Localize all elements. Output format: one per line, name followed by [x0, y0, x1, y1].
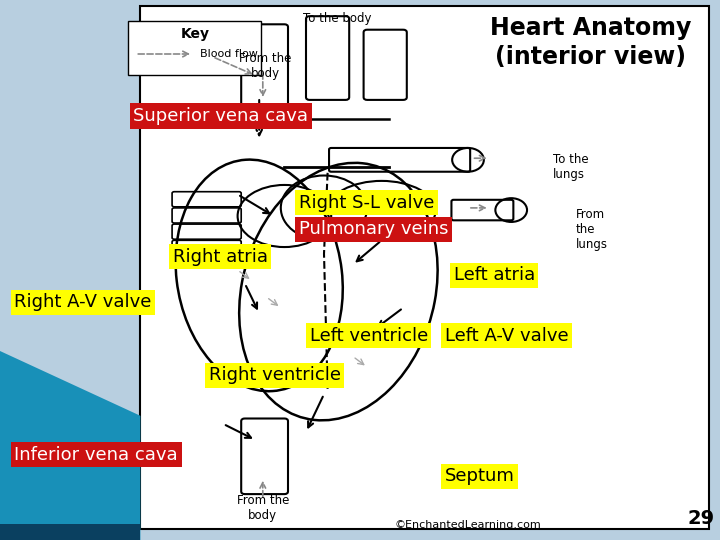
Text: To the
lungs: To the lungs — [553, 153, 588, 181]
FancyBboxPatch shape — [128, 21, 261, 75]
FancyBboxPatch shape — [329, 148, 470, 172]
FancyBboxPatch shape — [364, 30, 407, 100]
FancyBboxPatch shape — [306, 16, 349, 100]
FancyBboxPatch shape — [172, 192, 241, 207]
FancyBboxPatch shape — [241, 24, 288, 122]
Polygon shape — [0, 351, 140, 540]
Text: To the body: To the body — [302, 12, 372, 25]
Text: Right S-L valve: Right S-L valve — [299, 193, 434, 212]
FancyBboxPatch shape — [140, 6, 709, 529]
Text: From the
body: From the body — [237, 494, 289, 522]
Text: Key: Key — [180, 27, 210, 41]
Text: Left atria: Left atria — [454, 266, 535, 285]
Text: Right A-V valve: Right A-V valve — [14, 293, 152, 312]
Text: Left ventricle: Left ventricle — [310, 327, 428, 345]
Text: Pulmonary veins: Pulmonary veins — [299, 220, 449, 239]
Text: Heart Anatomy
(interior view): Heart Anatomy (interior view) — [490, 16, 691, 69]
Text: 29: 29 — [687, 509, 714, 528]
Polygon shape — [0, 524, 140, 540]
FancyBboxPatch shape — [451, 200, 513, 220]
Text: Blood flow: Blood flow — [200, 49, 258, 59]
Text: ©EnchantedLearning.com: ©EnchantedLearning.com — [395, 520, 541, 530]
Text: Superior vena cava: Superior vena cava — [133, 107, 308, 125]
FancyBboxPatch shape — [241, 418, 288, 494]
FancyBboxPatch shape — [172, 224, 241, 239]
Text: Septum: Septum — [445, 467, 515, 485]
Text: Inferior vena cava: Inferior vena cava — [14, 446, 178, 464]
Text: From the
body: From the body — [239, 52, 291, 80]
Text: Right ventricle: Right ventricle — [209, 366, 341, 384]
Text: Right atria: Right atria — [173, 247, 268, 266]
Text: Left A-V valve: Left A-V valve — [445, 327, 569, 345]
Text: From
the
lungs: From the lungs — [576, 208, 608, 251]
FancyBboxPatch shape — [172, 208, 241, 223]
FancyBboxPatch shape — [172, 240, 241, 255]
